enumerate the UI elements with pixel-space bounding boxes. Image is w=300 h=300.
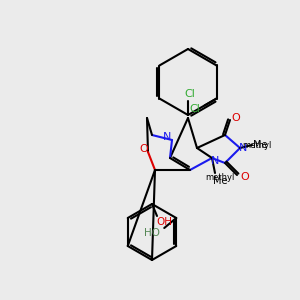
Text: O: O xyxy=(241,172,249,182)
Text: methyl: methyl xyxy=(242,140,272,149)
Text: Me: Me xyxy=(213,176,227,186)
Text: Cl: Cl xyxy=(184,89,195,99)
Text: OH: OH xyxy=(156,217,172,227)
Text: Me: Me xyxy=(253,140,267,150)
Text: Cl: Cl xyxy=(189,104,200,115)
Text: O: O xyxy=(140,144,148,154)
Text: N: N xyxy=(239,143,247,153)
Text: HO: HO xyxy=(144,228,160,238)
Text: O: O xyxy=(232,113,240,123)
Text: N: N xyxy=(163,132,171,142)
Text: N: N xyxy=(211,156,219,166)
Text: methyl: methyl xyxy=(205,173,235,182)
